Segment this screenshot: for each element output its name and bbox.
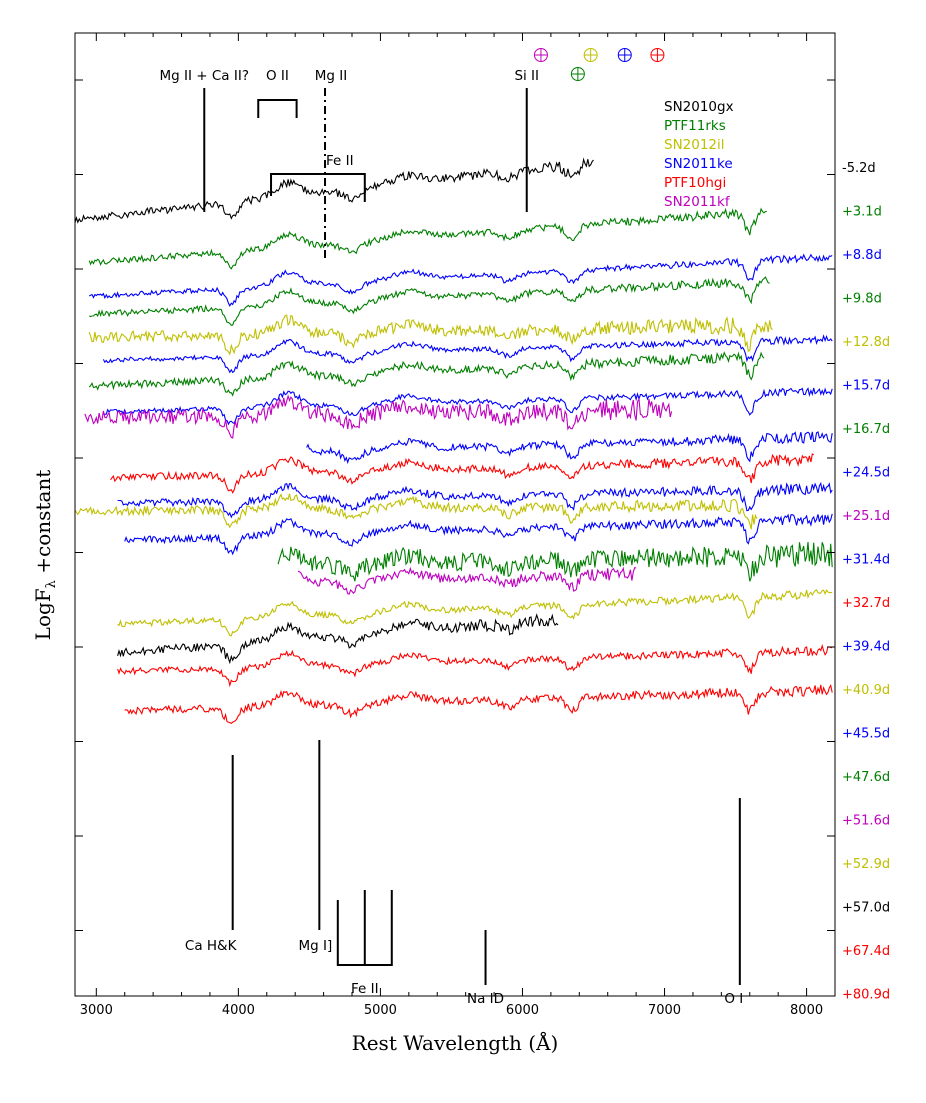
spectrum-line-19 [124,683,833,724]
spectrum-line-6 [88,351,765,397]
spectrum-line-13 [124,513,833,556]
x-axis-label: Rest Wavelength (Å) [352,1030,559,1055]
phase-label-7: +24.5d [842,466,890,481]
x-tick-label-2: 5000 [364,1003,397,1018]
legend-entry-5: SN2011kf [664,194,731,210]
phase-label-0: -5.2d [842,161,876,176]
y-axis-label-main: LogF [31,588,55,640]
line-identifications: Mg II + Ca II? O II Mg II Fe II Si II Ca H&K M… [160,68,744,1007]
legend-entry-2: SN2012il [664,137,725,153]
phase-label-1: +3.1d [842,205,882,220]
plot-background [75,33,835,996]
x-tick-label-1: 4000 [222,1003,255,1018]
lineid-mgi-label: Mg I] [298,938,332,954]
legend-entry-0: SN2010gx [664,99,734,115]
phase-label-9: +31.4d [842,553,890,568]
spectrum-line-9 [306,431,833,465]
x-tick-label-4: 7000 [648,1003,681,1018]
spectrum-line-12 [74,493,758,530]
telluric-marker-0 [533,48,548,62]
lineid-oii-bracket [257,99,298,118]
phase-label-13: +45.5d [842,727,890,742]
lineid-mgca-label: Mg II + Ca II? [160,68,249,84]
spectrum-line-2 [88,253,833,307]
phase-label-17: +57.0d [842,901,890,916]
spectrum-line-10 [110,453,814,494]
phase-label-15: +51.6d [842,814,890,829]
lineid-feii-top-label: Fe II [326,153,354,169]
legend-entry-4: PTF10hgi [664,175,726,191]
spectrum-line-1 [88,207,767,270]
spectrum-line-4 [88,314,773,356]
lineid-oii-label: O II [266,68,289,84]
plot-frame [74,32,836,997]
phase-label-10: +32.7d [842,596,890,611]
telluric-marker-2 [583,48,598,62]
telluric-marker-1 [570,67,585,81]
lineid-oi-label: O I [724,991,743,1007]
phase-label-18: +67.4d [842,944,890,959]
phase-labels: -5.2d +3.1d +8.8d +9.8d +12.8d +15.7d +16.7d +2… [842,161,890,1003]
legend-entry-3: SN2011ke [664,156,733,172]
legend-entry-1: PTF11rks [664,118,726,134]
phase-label-12: +40.9d [842,683,890,698]
lineid-mgii-label: Mg II [315,68,347,84]
y-axis-label: LogFλ +constant [31,470,59,641]
phase-label-19: +80.9d [842,988,890,1003]
telluric-marker-3 [617,48,632,62]
spectrum-line-7 [103,387,833,426]
spectrum-line-11 [117,481,833,519]
spectrum-line-14 [277,542,833,582]
lineid-naid-label: Na ID [467,991,504,1007]
y-axis-label-rest: +constant [31,470,55,580]
phase-label-3: +9.8d [842,292,882,307]
spectrum-line-16 [117,589,833,637]
phase-label-2: +8.8d [842,248,882,263]
y-axis [75,79,835,931]
phase-label-4: +12.8d [842,335,890,350]
phase-label-6: +16.7d [842,422,890,437]
x-tick-label-0: 3000 [80,1003,113,1018]
phase-label-11: +39.4d [842,640,890,655]
legend: SN2010gx PTF11rks SN2012il SN2011ke PTF10hgi… [664,99,734,210]
spectrum-line-0 [74,157,594,224]
spectrum-line-18 [117,643,833,688]
y-axis-label-sub: λ [44,580,59,588]
x-tick-label-5: 8000 [790,1003,823,1018]
telluric-marker-4 [650,48,665,62]
spectrum-line-17 [117,613,559,665]
lineid-feii-top-bracket [270,173,366,202]
spectra-series-group [74,157,833,724]
spectrum-line-8 [84,394,673,439]
x-tick-label-3: 6000 [506,1003,539,1018]
phase-label-16: +52.9d [842,857,890,872]
spectrum-line-3 [89,276,770,326]
phase-label-5: +15.7d [842,379,890,394]
lineid-siii-label: Si II [514,68,539,84]
spectrum-line-15 [297,566,637,595]
lineid-feii-bottom-label: Fe II [351,981,379,997]
phase-label-14: +47.6d [842,770,890,785]
telluric-markers [533,48,665,81]
x-axis: 3000 4000 5000 6000 7000 8000 [80,33,836,1018]
lineid-cahk-label: Ca H&K [185,938,238,954]
spectrum-line-5 [102,334,833,374]
phase-label-8: +25.1d [842,509,890,524]
